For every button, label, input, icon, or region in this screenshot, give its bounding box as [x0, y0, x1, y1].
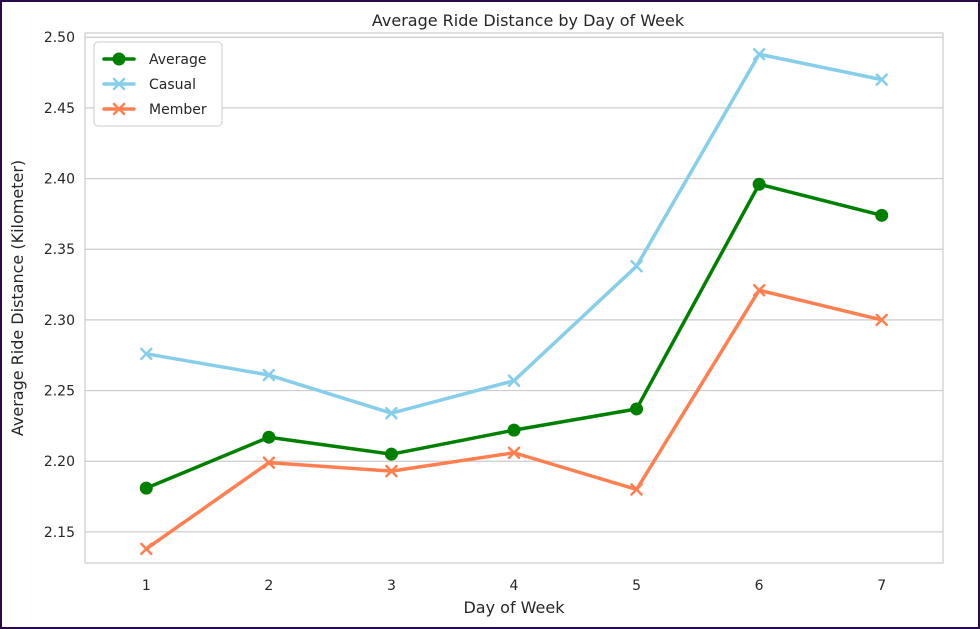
y-tick-label: 2.15: [44, 525, 75, 541]
data-point-member: [385, 464, 398, 478]
legend-item-casual: Casual: [102, 77, 196, 93]
series-line-member: [144, 288, 884, 551]
data-point-casual: [507, 374, 521, 387]
legend-marker: [112, 52, 126, 66]
legend-box: [93, 41, 223, 127]
legend-items: Average Casual Member: [102, 52, 207, 118]
x-tick-label: 4: [510, 578, 519, 594]
y-tick-label: 2.40: [44, 172, 75, 188]
y-tick-label: 2.45: [44, 101, 75, 117]
x-tick-label: 3: [387, 578, 396, 594]
legend-label: Average: [149, 52, 207, 68]
legend-marker: [112, 77, 126, 91]
x-tick-label: 1: [142, 578, 151, 594]
data-point-casual: [262, 368, 276, 382]
legend-label: Member: [149, 102, 207, 118]
y-axis-label: Average Ride Distance (Kilometer): [8, 160, 27, 436]
tick-layer: 2.15 2.20 2.25 2.30 2.35 2.40 2.45 2.50 1 2 3 4 5 6 7: [44, 30, 886, 594]
data-point-average: [875, 208, 889, 222]
series-member: [140, 283, 888, 556]
x-tick-label: 2: [264, 578, 273, 594]
series-layer: [139, 47, 889, 556]
legend-item-member: Member: [102, 102, 207, 118]
legend: Average Casual Member: [93, 41, 223, 127]
y-tick-label: 2.35: [44, 242, 75, 258]
grid-layer: [85, 36, 943, 533]
data-point-casual: [875, 73, 888, 86]
plot-area-border: [84, 32, 944, 564]
legend-item-average: Average: [102, 52, 207, 68]
y-tick-label: 2.30: [44, 313, 75, 329]
data-point-casual: [385, 406, 398, 420]
data-point-average: [384, 447, 398, 461]
data-point-member: [752, 283, 766, 297]
y-tick-label: 2.20: [44, 454, 75, 470]
x-tick-label: 7: [877, 578, 886, 594]
data-point-casual: [752, 47, 766, 61]
data-point-average: [139, 481, 153, 495]
chart-title: Average Ride Distance by Day of Week: [372, 11, 685, 30]
series-casual: [140, 47, 888, 420]
x-tick-label: 5: [632, 578, 641, 594]
data-point-average: [752, 177, 766, 191]
series-line-average: [144, 182, 884, 490]
data-point-member: [140, 542, 153, 556]
data-point-casual: [140, 347, 153, 361]
data-point-member: [630, 483, 643, 496]
data-point-average: [507, 423, 521, 437]
data-point-member: [262, 456, 276, 469]
y-tick-label: 2.50: [44, 30, 75, 46]
data-point-casual: [630, 259, 643, 273]
data-point-average: [630, 402, 644, 416]
series-average: [139, 177, 889, 495]
x-tick-label: 6: [755, 578, 764, 594]
data-point-member: [875, 313, 888, 327]
y-tick-label: 2.25: [44, 384, 75, 400]
data-point-average: [262, 430, 276, 444]
data-point-member: [507, 446, 521, 460]
legend-marker: [112, 102, 126, 116]
legend-label: Casual: [149, 77, 196, 93]
x-axis-label: Day of Week: [463, 598, 565, 617]
